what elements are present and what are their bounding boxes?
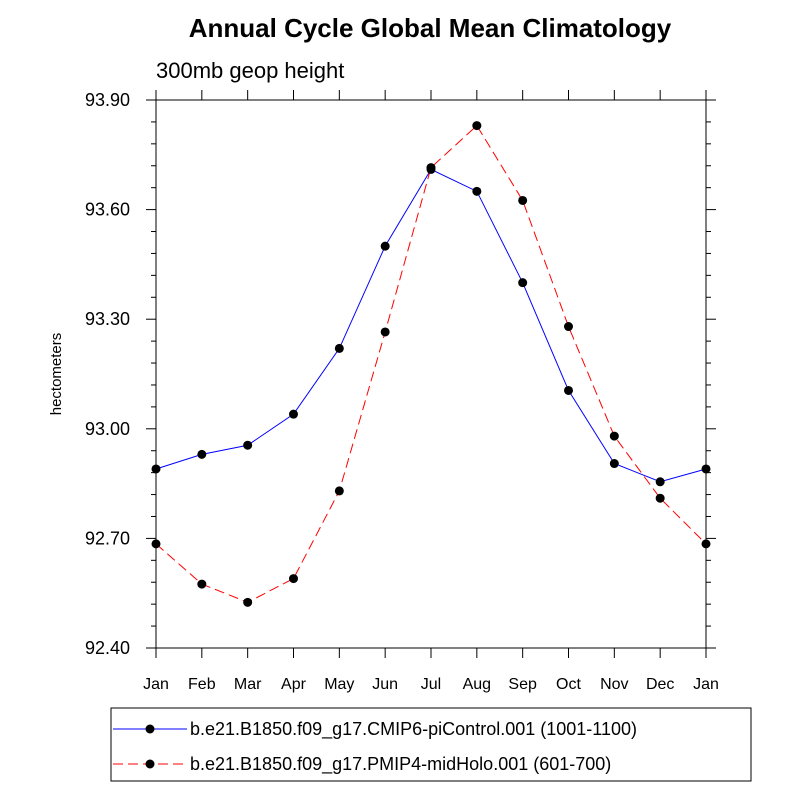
data-point-series-2 bbox=[518, 195, 528, 205]
x-tick-label: Apr bbox=[281, 676, 307, 693]
axis-ticks: 92.40 92.70 93.00 93.30 93.60 93.90 Jan Feb Mar A… bbox=[85, 90, 719, 693]
y-tick-label: 92.70 bbox=[85, 528, 130, 548]
data-point-series-2 bbox=[380, 327, 390, 337]
y-tick-label: 92.40 bbox=[85, 638, 130, 658]
y-tick-label: 93.00 bbox=[85, 419, 130, 439]
data-point-series-2 bbox=[426, 163, 436, 173]
data-point-series-1 bbox=[243, 440, 253, 450]
y-tick-label: 93.60 bbox=[85, 200, 130, 220]
legend-marker-2 bbox=[145, 759, 155, 769]
data-point-series-2 bbox=[197, 579, 207, 589]
data-point-series-2 bbox=[701, 539, 711, 549]
data-point-series-2 bbox=[472, 121, 482, 131]
data-point-series-1 bbox=[655, 477, 665, 487]
y-axis-label: hectometers bbox=[48, 333, 65, 416]
data-point-series-1 bbox=[197, 449, 207, 459]
data-point-series-2 bbox=[655, 493, 665, 503]
x-tick-label: Dec bbox=[646, 676, 674, 693]
chart-title: Annual Cycle Global Mean Climatology bbox=[189, 13, 672, 43]
x-tick-label: Sep bbox=[508, 676, 537, 693]
x-tick-label: Jul bbox=[421, 676, 441, 693]
x-tick-label: Jun bbox=[372, 676, 398, 693]
data-point-series-1 bbox=[380, 241, 390, 251]
x-tick-label: Jan bbox=[143, 676, 169, 693]
x-tick-label: Feb bbox=[188, 676, 216, 693]
legend: b.e21.B1850.f09_g17.CMIP6-piControl.001 … bbox=[113, 719, 637, 775]
legend-label-1: b.e21.B1850.f09_g17.CMIP6-piControl.001 … bbox=[190, 719, 637, 740]
plot-series bbox=[151, 121, 711, 607]
series-line-1 bbox=[155, 168, 707, 483]
data-point-series-2 bbox=[609, 431, 619, 441]
legend-box bbox=[110, 707, 752, 782]
x-tick-label: Jan bbox=[693, 676, 719, 693]
series-line-2 bbox=[155, 124, 707, 603]
plot-frame bbox=[155, 99, 707, 649]
data-point-series-1 bbox=[334, 343, 344, 353]
x-tick-label: Mar bbox=[234, 676, 262, 693]
data-point-series-1 bbox=[609, 459, 619, 469]
data-point-series-1 bbox=[564, 385, 573, 395]
x-tick-label: Aug bbox=[463, 676, 491, 693]
data-point-series-1 bbox=[289, 409, 298, 419]
y-tick-label: 93.90 bbox=[85, 90, 130, 110]
data-point-series-1 bbox=[701, 464, 711, 474]
data-point-series-1 bbox=[151, 464, 161, 474]
legend-label-2: b.e21.B1850.f09_g17.PMIP4-midHolo.001 (6… bbox=[190, 754, 611, 775]
x-tick-label: Nov bbox=[600, 676, 628, 693]
x-tick-label: Oct bbox=[556, 676, 581, 693]
data-point-series-2 bbox=[289, 574, 298, 584]
data-point-series-2 bbox=[243, 597, 253, 607]
data-point-series-2 bbox=[564, 322, 573, 332]
data-point-series-1 bbox=[472, 186, 482, 196]
data-point-series-1 bbox=[518, 278, 528, 288]
x-tick-label: May bbox=[324, 676, 354, 693]
legend-marker-1 bbox=[145, 724, 155, 734]
data-point-series-2 bbox=[334, 486, 344, 496]
y-tick-label: 93.30 bbox=[85, 309, 130, 329]
chart-subtitle: 300mb geop height bbox=[156, 58, 344, 83]
data-point-series-2 bbox=[151, 539, 161, 549]
